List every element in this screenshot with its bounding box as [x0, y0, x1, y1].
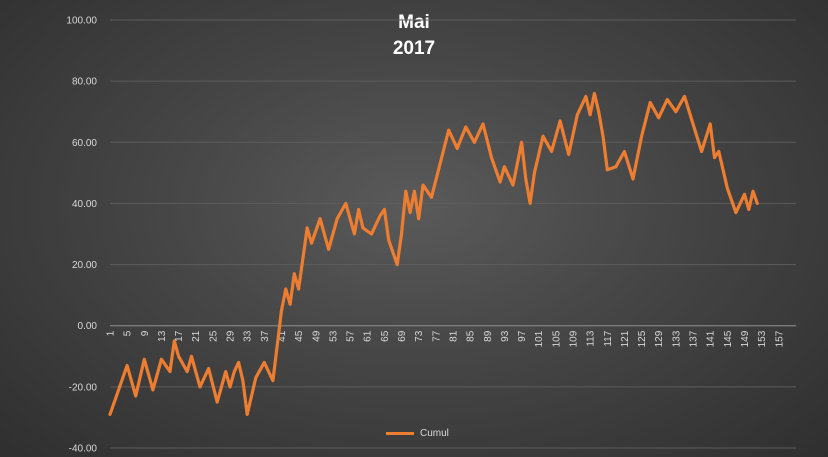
x-tick-label: 5	[123, 330, 134, 336]
legend: Cumul	[386, 428, 449, 439]
x-tick-label: 17	[174, 330, 185, 342]
x-tick-label: 113	[586, 330, 597, 346]
x-tick-label: 105	[551, 330, 562, 347]
y-tick-label: 0.00	[78, 321, 98, 332]
x-tick-label: 145	[723, 330, 734, 347]
x-tick-label: 129	[654, 330, 665, 347]
x-tick-label: 89	[483, 330, 494, 342]
y-tick-label: 80.00	[72, 77, 97, 88]
x-tick-label: 137	[689, 330, 700, 347]
x-tick-label: 9	[140, 330, 151, 336]
x-tick-label: 81	[448, 330, 459, 342]
x-tick-label: 13	[157, 330, 168, 342]
x-tick-label: 33	[243, 330, 254, 342]
x-tick-label: 45	[294, 330, 305, 342]
x-tick-label: 21	[191, 330, 202, 342]
x-tick-label: 133	[671, 330, 682, 347]
chart-title-month: Mai	[398, 12, 430, 33]
y-tick-label: 100.00	[66, 16, 97, 27]
x-tick-label: 121	[620, 330, 631, 347]
chart-title-year: 2017	[392, 38, 436, 59]
legend-swatch	[386, 432, 414, 435]
x-tick-label: 85	[466, 330, 477, 342]
y-tick-label: 60.00	[72, 138, 97, 149]
legend-label: Cumul	[420, 428, 449, 439]
x-tick-label: 1	[106, 330, 117, 336]
x-tick-label: 77	[431, 330, 442, 342]
chart-title: Mai 2017	[0, 10, 828, 62]
x-tick-label: 49	[311, 330, 322, 342]
series-line-cumul	[108, 91, 759, 416]
x-tick-label: 97	[517, 330, 528, 342]
x-tick-label: 93	[500, 330, 511, 342]
x-tick-label: 117	[603, 330, 614, 346]
x-tick-label: 109	[568, 330, 579, 347]
x-tick-label: 41	[277, 330, 288, 342]
y-tick-label: -40.00	[69, 444, 98, 455]
x-tick-label: 73	[414, 330, 425, 342]
x-tick-label: 65	[380, 330, 391, 342]
x-tick-label: 141	[706, 330, 717, 347]
y-tick-label: 20.00	[72, 260, 97, 271]
x-tick-label: 25	[208, 330, 219, 342]
y-tick-label: 40.00	[72, 199, 97, 210]
x-tick-label: 149	[740, 330, 751, 347]
x-tick-label: 57	[346, 330, 357, 342]
x-tick-label: 61	[363, 330, 374, 342]
x-tick-label: 157	[774, 330, 785, 347]
x-tick-label: 69	[397, 330, 408, 342]
x-tick-label: 37	[260, 330, 271, 342]
x-tick-label: 101	[534, 330, 545, 347]
x-tick-label: 125	[637, 330, 648, 347]
y-tick-label: -20.00	[69, 382, 98, 393]
x-tick-label: 53	[328, 330, 339, 342]
x-tick-label: 153	[757, 330, 768, 347]
x-tick-label: 29	[226, 330, 237, 342]
